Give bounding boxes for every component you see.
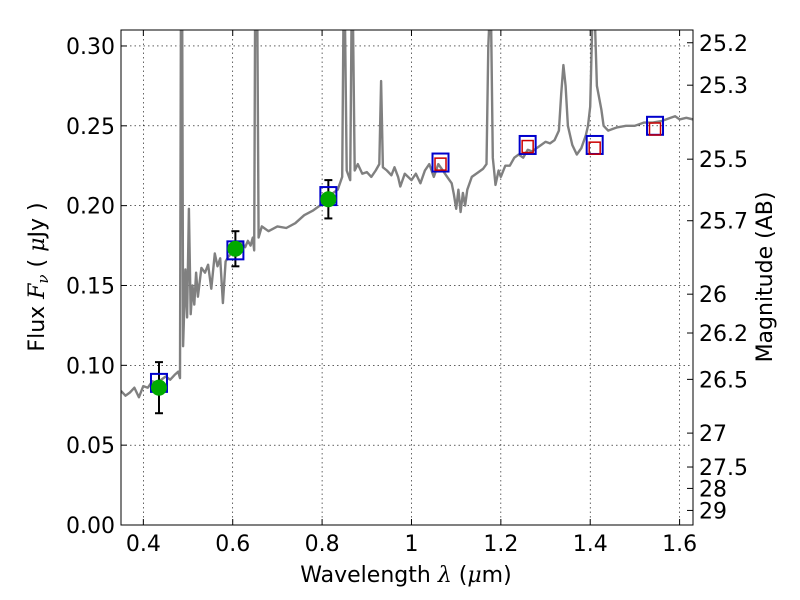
observed-point	[227, 240, 244, 257]
predicted-photometry-box	[434, 157, 447, 171]
x-tick-label: 0.4	[126, 532, 161, 557]
observed-point	[150, 379, 167, 396]
y-tick-label: 0.10	[66, 354, 115, 379]
marker-layer	[149, 115, 665, 415]
mag-tick-label: 25.3	[699, 74, 748, 99]
x-tick-label: 1.4	[573, 532, 608, 557]
spectrum-layer	[121, 30, 693, 399]
predicted-photometry-box	[521, 139, 534, 154]
mag-tick-label: 26.5	[699, 368, 748, 393]
x-tick-label: 1.2	[483, 532, 518, 557]
mag-tick-label: 26	[699, 283, 727, 308]
x-axis-title: Wavelength λ (μm)	[300, 563, 511, 588]
y-axis-title: Flux Fν ( μJy )	[25, 202, 52, 351]
y-tick-label: 0.30	[66, 35, 115, 60]
x-tick-label: 1.6	[662, 532, 697, 557]
mag-tick-label: 25.2	[699, 32, 748, 57]
y-tick-label: 0.00	[66, 514, 115, 539]
y-tick-label: 0.15	[66, 274, 115, 299]
model-photometry-box	[518, 134, 537, 155]
mag-tick-label: 28	[699, 477, 727, 502]
y-tick-label: 0.25	[66, 115, 115, 140]
predicted-photometry-box	[648, 122, 662, 136]
mag-tick-label: 27.5	[699, 456, 748, 481]
tick-label-layer: 0.4 0.6 0.8 1 1.2 1.4 1.6 0.00 0.05 0.10 0.15 0.20 0…	[66, 32, 748, 557]
y2-axis-title: Magnitude (AB)	[753, 192, 778, 363]
predicted-photometry-box	[588, 141, 601, 155]
mag-tick-label: 25.7	[699, 210, 748, 235]
mag-tick-label: 27	[699, 422, 727, 447]
x-tick-label: 0.8	[305, 532, 340, 557]
y-tick-label: 0.05	[66, 434, 115, 459]
mag-tick-label: 25.5	[699, 148, 748, 173]
observed-point	[320, 191, 337, 208]
spectrum-line	[121, 30, 693, 399]
tick-layer	[121, 30, 693, 526]
grid	[121, 30, 693, 526]
plot-frame	[120, 29, 694, 526]
mag-tick-label: 29	[699, 499, 727, 524]
x-tick-label: 0.6	[215, 532, 250, 557]
y-tick-label: 0.20	[66, 195, 115, 220]
model-photometry-box	[431, 152, 450, 173]
mag-tick-label: 26.2	[699, 322, 748, 347]
x-tick-label: 1	[404, 532, 418, 557]
